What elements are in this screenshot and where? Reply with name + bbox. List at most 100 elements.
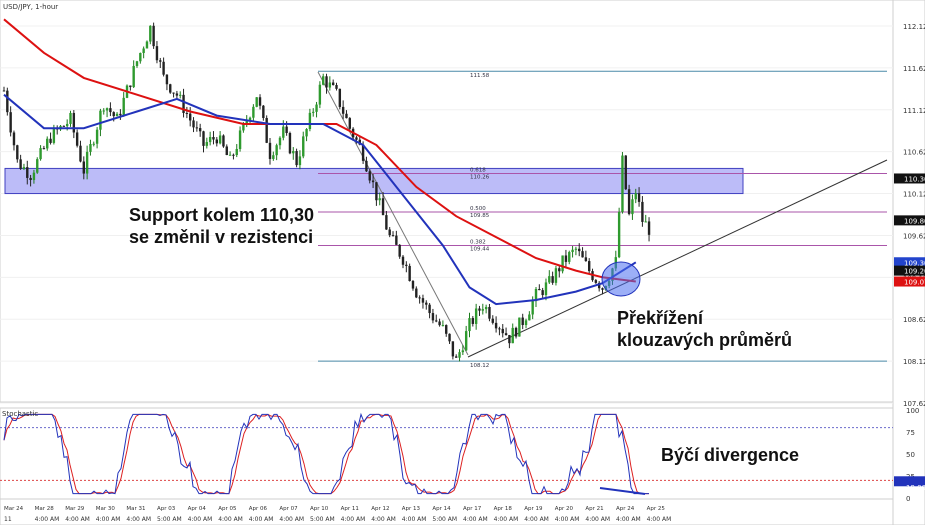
candle-body xyxy=(494,322,498,329)
time-label: 4:00 AM xyxy=(279,516,304,523)
support-annotation-line1: Support kolem 110,30 xyxy=(129,205,315,225)
time-label: 4:00 AM xyxy=(35,516,60,523)
chart-title: USD/JPY, 1-hour xyxy=(3,3,58,11)
candle-body xyxy=(65,123,69,127)
stoch-level-label: 100 xyxy=(906,407,919,415)
candle-body xyxy=(521,317,524,326)
time-label: 4:00 AM xyxy=(494,516,519,523)
candle-body xyxy=(162,61,165,75)
time-axis-labels: Mar 24 11 Mar 28 4:00 AM Mar 29 4:00 AM Mar 30… xyxy=(4,506,671,523)
candle-body xyxy=(132,65,135,88)
candle-body xyxy=(375,182,378,201)
candle-body xyxy=(278,137,282,146)
candle-body xyxy=(548,276,551,283)
candle-body xyxy=(205,142,209,146)
candle-body xyxy=(624,155,627,190)
candle-body xyxy=(36,159,39,173)
candle-body xyxy=(89,144,92,152)
candle-body xyxy=(401,256,405,265)
candle-body xyxy=(175,93,179,96)
candle-body xyxy=(185,112,189,114)
candle-body xyxy=(99,110,102,130)
price-tag-box xyxy=(894,173,925,184)
price-tick-label: 112.12 xyxy=(903,23,925,31)
candle-body xyxy=(335,85,338,89)
stoch-level-label: 0 xyxy=(906,495,910,503)
candle-body xyxy=(262,105,265,118)
crossover-annotation: Překřížení klouzavých průměrů xyxy=(617,307,792,351)
candle-body xyxy=(355,137,358,140)
candle-body xyxy=(488,306,491,319)
candle-body xyxy=(391,235,395,237)
stochastic-title: Stochastic xyxy=(2,410,38,418)
candle-body xyxy=(212,136,215,140)
candle-body xyxy=(568,252,571,262)
candle-body xyxy=(438,321,441,326)
candle-body xyxy=(448,333,451,342)
candle-body xyxy=(245,121,248,124)
candle-body xyxy=(85,151,89,174)
trendline xyxy=(467,159,888,358)
candle-body xyxy=(182,94,185,113)
candle-body xyxy=(581,251,584,258)
price-tick-label: 109.62 xyxy=(903,232,925,240)
support-annotation-line2: se změnil v rezistenci xyxy=(129,227,314,247)
candle-body xyxy=(222,135,225,147)
candle-body xyxy=(202,131,205,146)
time-label: 4:00 AM xyxy=(341,516,366,523)
fib-price-label: 109.85 xyxy=(470,213,490,219)
candle-body xyxy=(554,268,558,283)
candle-body xyxy=(368,171,371,181)
date-label: Mar 28 xyxy=(35,506,55,512)
time-label: 5:00 AM xyxy=(432,516,457,523)
candle-body xyxy=(588,261,591,272)
candle-body xyxy=(129,85,132,88)
candle-body xyxy=(172,92,175,94)
candle-body xyxy=(445,325,448,334)
fib-level-label: 0.382 xyxy=(470,239,486,245)
candle-body xyxy=(601,288,604,290)
candle-body xyxy=(498,328,501,330)
candle-body xyxy=(578,248,581,252)
price-tags: 110.30 109.80 109.30109.20 109.07 xyxy=(894,173,925,287)
candle-body xyxy=(285,126,288,134)
candle-body xyxy=(634,193,637,200)
fib-price-label: 110.26 xyxy=(470,174,490,180)
candle-body xyxy=(361,144,365,161)
moving-average-fast xyxy=(3,93,637,306)
candle-body xyxy=(29,177,32,181)
candle-body xyxy=(119,113,122,116)
fib-level-label: 111.58 xyxy=(470,73,490,79)
candle-body xyxy=(62,125,66,127)
candle-body xyxy=(159,60,162,62)
candle-body xyxy=(508,335,511,344)
date-label: Apr 06 xyxy=(249,506,268,512)
candle-body xyxy=(524,320,528,326)
time-label: 4:00 AM xyxy=(218,516,243,523)
candle-body xyxy=(597,282,601,289)
date-label: Apr 10 xyxy=(310,506,329,512)
fib-price-label: 109.44 xyxy=(470,246,490,252)
fib-level-label: 0.618 xyxy=(470,167,486,173)
candle-body xyxy=(315,104,318,112)
candle-body xyxy=(142,48,145,53)
candle-body xyxy=(428,304,431,314)
candle-body xyxy=(52,128,56,143)
candle-body xyxy=(534,288,538,302)
candle-body xyxy=(468,318,471,332)
price-tag-label: 110.30 xyxy=(904,175,925,183)
time-label: 11 xyxy=(4,516,12,523)
time-label: 4:00 AM xyxy=(585,516,610,523)
candle-body xyxy=(395,235,398,245)
candle-body xyxy=(235,148,238,156)
candle-body xyxy=(268,142,272,159)
date-label: Apr 21 xyxy=(585,506,603,512)
candle-body xyxy=(195,127,199,129)
time-label: 4:00 AM xyxy=(249,516,274,523)
time-label: 4:00 AM xyxy=(616,516,641,523)
candle-body xyxy=(421,298,425,303)
candle-body xyxy=(302,136,305,157)
price-tag-box xyxy=(894,265,925,276)
candle-body xyxy=(102,110,105,112)
candle-body xyxy=(9,112,12,133)
